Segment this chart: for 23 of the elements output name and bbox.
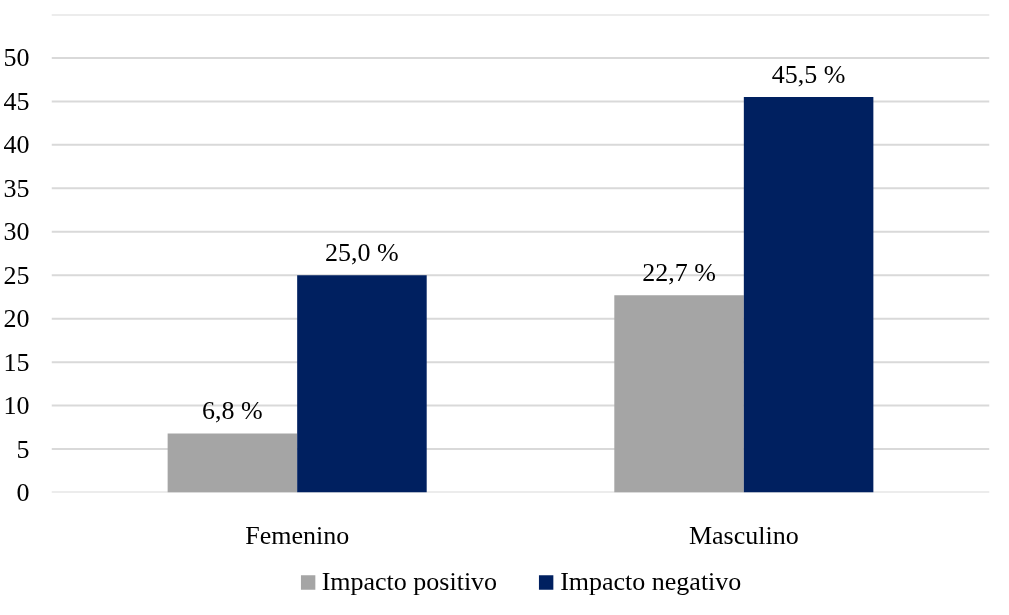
- x-tick-label: Femenino: [245, 520, 350, 550]
- legend-label: Impacto positivo: [321, 567, 498, 597]
- bar: [167, 433, 298, 493]
- y-tick-label: 35: [3, 173, 30, 203]
- y-tick-label: 30: [3, 217, 30, 247]
- y-tick-label: 50: [3, 43, 30, 73]
- y-tick-label: 45: [3, 86, 30, 116]
- data-label: 6,8 %: [202, 396, 263, 426]
- bar: [743, 97, 874, 493]
- bar: [614, 295, 744, 493]
- data-label: 25,0 %: [325, 238, 399, 268]
- data-label: 22,7 %: [642, 258, 716, 288]
- y-tick-label: 5: [16, 434, 30, 464]
- y-tick-label: 40: [3, 130, 30, 160]
- y-tick-label: 20: [3, 304, 30, 334]
- data-label: 45,5 %: [771, 60, 846, 90]
- y-tick-label: 0: [16, 478, 30, 507]
- y-tick-label: 25: [3, 260, 30, 290]
- y-tick-label: 15: [3, 347, 30, 377]
- x-tick-label: Masculino: [688, 520, 799, 550]
- y-tick-label: 10: [3, 391, 30, 421]
- legend-label: Impacto negativo: [560, 567, 742, 597]
- bar: [297, 275, 427, 493]
